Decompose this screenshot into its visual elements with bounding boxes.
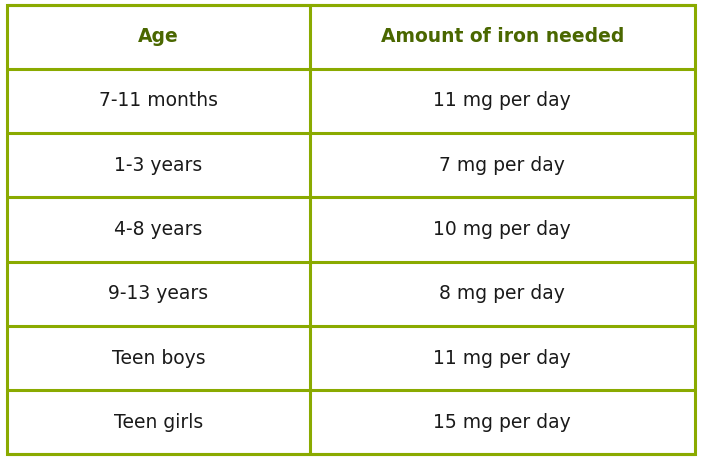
Text: Age: Age (138, 27, 179, 46)
Text: 11 mg per day: 11 mg per day (433, 91, 571, 111)
Text: 10 mg per day: 10 mg per day (433, 220, 571, 239)
Text: 11 mg per day: 11 mg per day (433, 348, 571, 368)
Text: 15 mg per day: 15 mg per day (433, 413, 571, 432)
Text: 1-3 years: 1-3 years (114, 156, 202, 175)
Text: Amount of iron needed: Amount of iron needed (380, 27, 624, 46)
Text: 8 mg per day: 8 mg per day (439, 284, 565, 303)
Text: Teen girls: Teen girls (114, 413, 203, 432)
Text: 4-8 years: 4-8 years (114, 220, 203, 239)
Text: 7 mg per day: 7 mg per day (439, 156, 565, 175)
Text: Teen boys: Teen boys (112, 348, 205, 368)
Text: 7-11 months: 7-11 months (99, 91, 218, 111)
Text: 9-13 years: 9-13 years (108, 284, 208, 303)
